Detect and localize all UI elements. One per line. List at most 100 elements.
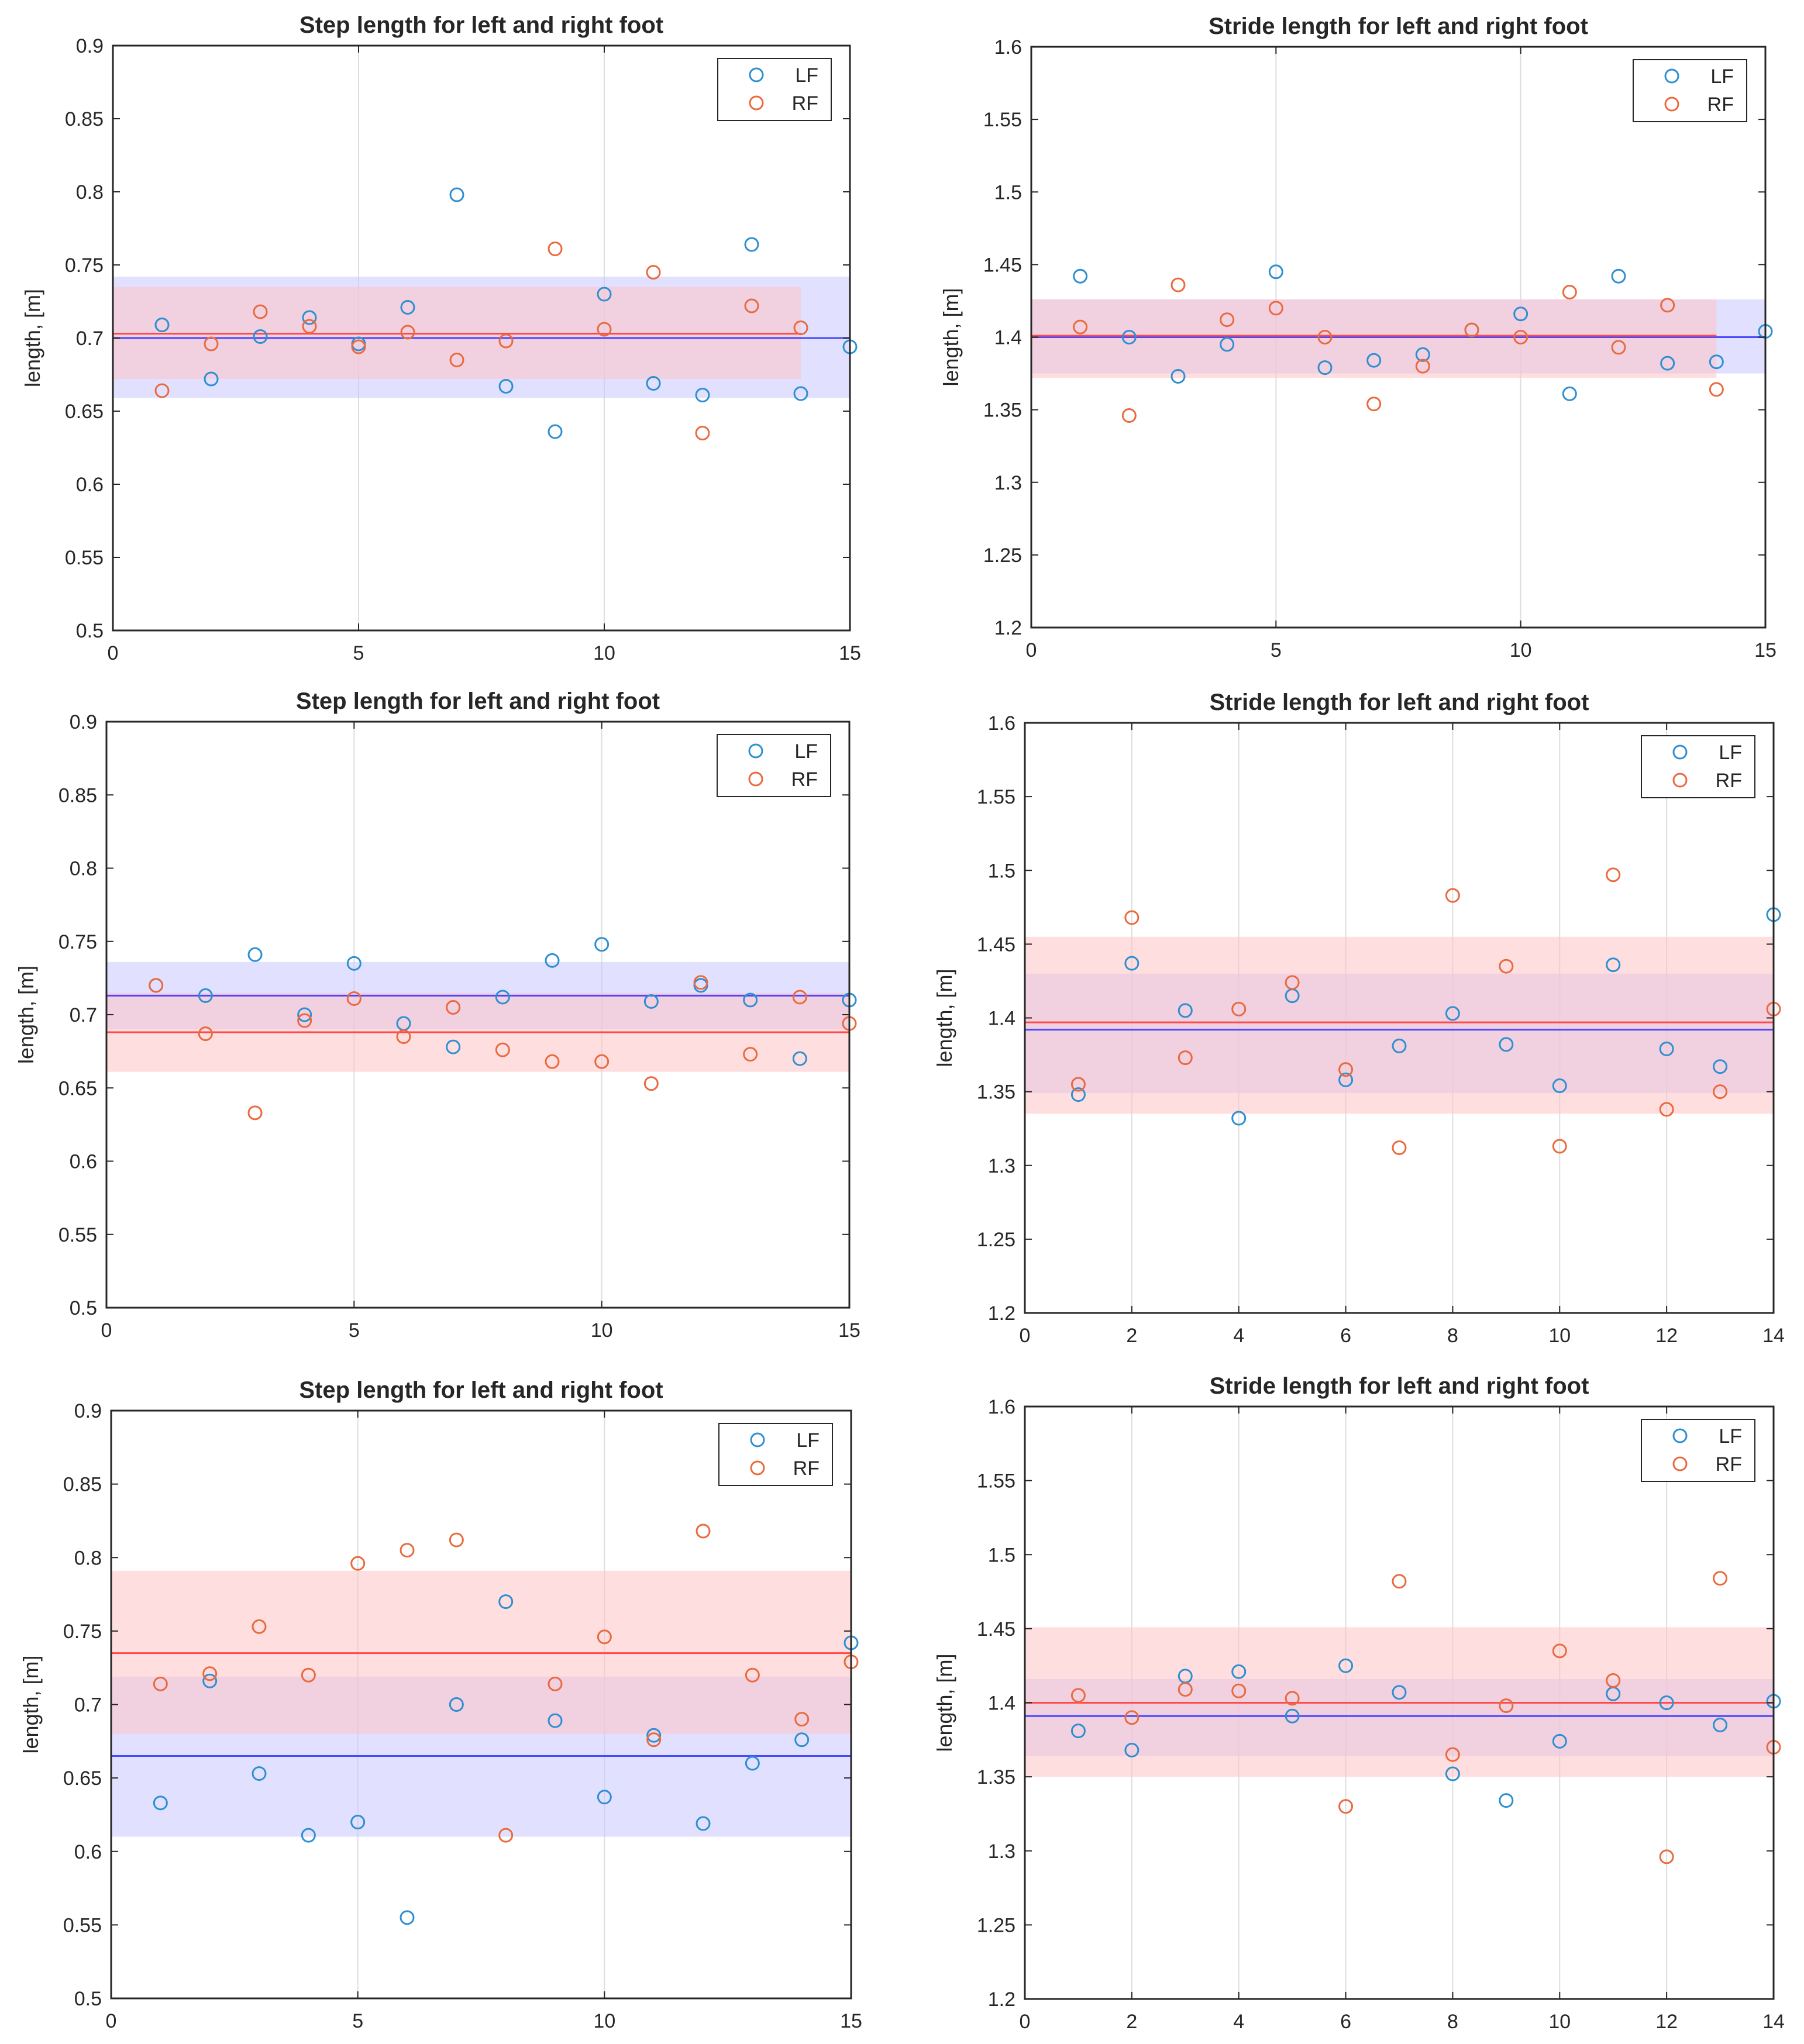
y-tick-label: 0.85 <box>58 784 97 806</box>
point-rf <box>548 1676 563 1691</box>
y-tick-label: 1.4 <box>988 1008 1015 1030</box>
y-tick-label: 0.9 <box>76 35 104 57</box>
y-tick-label: 0.75 <box>65 254 104 277</box>
legend-marker-rf <box>1664 96 1679 112</box>
point-lf <box>498 1594 514 1609</box>
point-lf <box>1713 1717 1728 1732</box>
legend-marker-lf <box>750 1432 765 1447</box>
y-tick-label: 0.5 <box>70 1297 97 1319</box>
point-rf <box>350 1556 366 1571</box>
point-rf <box>400 1543 415 1558</box>
point-rf <box>1231 1001 1247 1016</box>
chart-title: Stride length for left and right foot <box>1210 1373 1589 1399</box>
legend-label-lf: LF <box>1719 742 1742 764</box>
point-lf <box>302 310 317 325</box>
x-tick-label: 15 <box>838 1319 860 1342</box>
y-tick-label: 0.6 <box>76 474 104 496</box>
point-rf <box>1499 1698 1514 1714</box>
point-lf <box>646 1728 662 1743</box>
point-rf <box>646 1732 662 1747</box>
legend-marker-lf <box>1672 744 1688 760</box>
point-lf <box>548 1713 563 1728</box>
y-tick-label: 1.3 <box>988 1155 1015 1177</box>
point-lf <box>1606 957 1621 973</box>
point-lf <box>1445 1766 1460 1781</box>
point-lf <box>1709 354 1724 370</box>
legend-label-rf: RF <box>793 1457 820 1480</box>
point-rf <box>745 1667 760 1683</box>
point-rf <box>744 298 759 313</box>
y-tick-label: 1.55 <box>977 1470 1015 1493</box>
point-lf <box>1366 353 1382 368</box>
point-lf <box>1415 347 1430 362</box>
point-lf <box>1392 1685 1407 1700</box>
y-tick-label: 0.9 <box>74 1400 102 1422</box>
point-rf <box>545 1054 560 1069</box>
series-rf <box>154 242 808 440</box>
bands <box>1031 299 1765 378</box>
point-rf <box>597 1629 612 1645</box>
point-lf <box>1499 1037 1514 1052</box>
x-tick-label: 15 <box>1754 639 1777 661</box>
point-rf <box>646 265 661 280</box>
point-rf <box>1445 1747 1460 1762</box>
legend-label-lf: LF <box>794 740 818 763</box>
x-tick-label: 0 <box>1020 1325 1031 1347</box>
point-lf <box>400 1910 415 1925</box>
legend-label-rf: RF <box>1716 770 1742 792</box>
point-rf <box>695 426 710 440</box>
x-tick-label: 0 <box>1020 2011 1031 2033</box>
y-tick-label: 1.55 <box>983 109 1022 131</box>
point-rf <box>297 1013 312 1028</box>
x-tick-label: 10 <box>591 1319 613 1342</box>
point-rf <box>301 1667 316 1683</box>
y-axis-label: length, [m] <box>932 968 956 1067</box>
point-rf <box>198 1026 213 1042</box>
point-rf <box>1660 298 1675 313</box>
y-tick-label: 1.4 <box>988 1693 1015 1715</box>
x-tick-label: 14 <box>1762 2011 1785 2033</box>
x-tick-label: 15 <box>839 642 861 664</box>
legend-marker-rf <box>1672 1456 1688 1471</box>
point-rf <box>794 1712 810 1727</box>
point-rf <box>1178 1682 1193 1697</box>
point-lf <box>1660 356 1675 371</box>
band-rf <box>1031 299 1717 378</box>
legend-marker-lf <box>749 67 764 82</box>
legend: LF RF <box>717 734 831 797</box>
point-rf <box>449 353 464 367</box>
x-tick-label: 12 <box>1655 1325 1678 1347</box>
y-tick-label: 0.55 <box>63 1914 102 1936</box>
point-rf <box>396 1029 411 1045</box>
point-rf <box>1220 312 1235 328</box>
point-lf <box>301 1828 316 1843</box>
chart-title: Step length for left and right foot <box>296 688 660 714</box>
chart-1: 0 5 10 15 0.5 0.55 0.6 0.65 0.7 0.75 0.8 0.85 0.9 Ste… <box>20 12 861 664</box>
point-lf <box>1338 1658 1354 1673</box>
y-tick-label: 0.6 <box>70 1151 97 1173</box>
legend-label-lf: LF <box>1710 66 1734 88</box>
y-tick-label: 0.7 <box>74 1694 102 1716</box>
y-tick-label: 1.45 <box>983 254 1022 276</box>
chart-4: 0 2 4 6 8 10 12 14 1.2 1.25 1.3 1.35 1.4 1.45 1.5 1.55 1… <box>932 690 1785 1347</box>
point-rf <box>1178 1050 1193 1066</box>
y-tick-label: 0.7 <box>70 1004 97 1026</box>
legend: LF RF <box>1633 59 1747 122</box>
point-lf <box>446 1039 461 1054</box>
x-tick-label: 5 <box>353 642 364 664</box>
point-rf <box>1170 277 1186 292</box>
series-rf <box>1073 277 1724 423</box>
point-lf <box>1392 1038 1407 1053</box>
y-tick-label: 0.65 <box>63 1767 102 1790</box>
point-lf <box>154 318 170 332</box>
series-lf <box>1070 907 1781 1126</box>
point-lf <box>1562 386 1577 401</box>
point-rf <box>495 1042 510 1057</box>
point-lf <box>449 187 464 202</box>
point-lf <box>743 992 758 1008</box>
chart-2: 0 5 10 15 1.2 1.25 1.3 1.35 1.4 1.45 1.5 1.55 1.6 Str… <box>939 13 1777 661</box>
series-rf <box>1070 1571 1781 1864</box>
x-tick-label: 12 <box>1655 2011 1678 2033</box>
point-lf <box>449 1697 464 1712</box>
